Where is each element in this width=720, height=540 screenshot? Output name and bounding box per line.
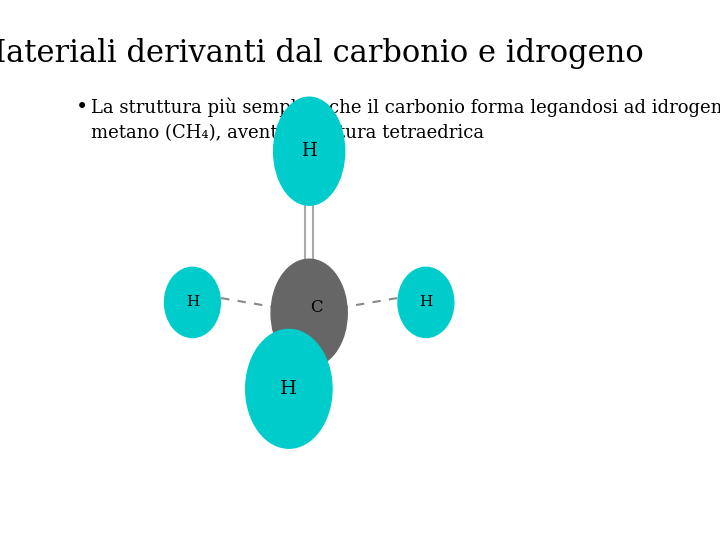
Text: H: H (419, 295, 433, 309)
Text: La struttura più semplice che il carbonio forma legandosi ad idrogeno è il: La struttura più semplice che il carboni… (91, 97, 720, 117)
Ellipse shape (274, 97, 345, 205)
Text: metano (CH₄), avente struttura tetraedrica: metano (CH₄), avente struttura tetraedri… (91, 124, 484, 142)
Text: C: C (310, 299, 323, 316)
Ellipse shape (398, 267, 454, 338)
Ellipse shape (164, 267, 220, 338)
Ellipse shape (271, 259, 347, 367)
Text: H: H (186, 295, 199, 309)
Text: H: H (302, 142, 317, 160)
Text: Materiali derivanti dal carbonio e idrogeno: Materiali derivanti dal carbonio e idrog… (0, 38, 644, 69)
Text: H: H (280, 380, 297, 398)
Ellipse shape (246, 329, 332, 448)
Text: •: • (76, 97, 88, 117)
